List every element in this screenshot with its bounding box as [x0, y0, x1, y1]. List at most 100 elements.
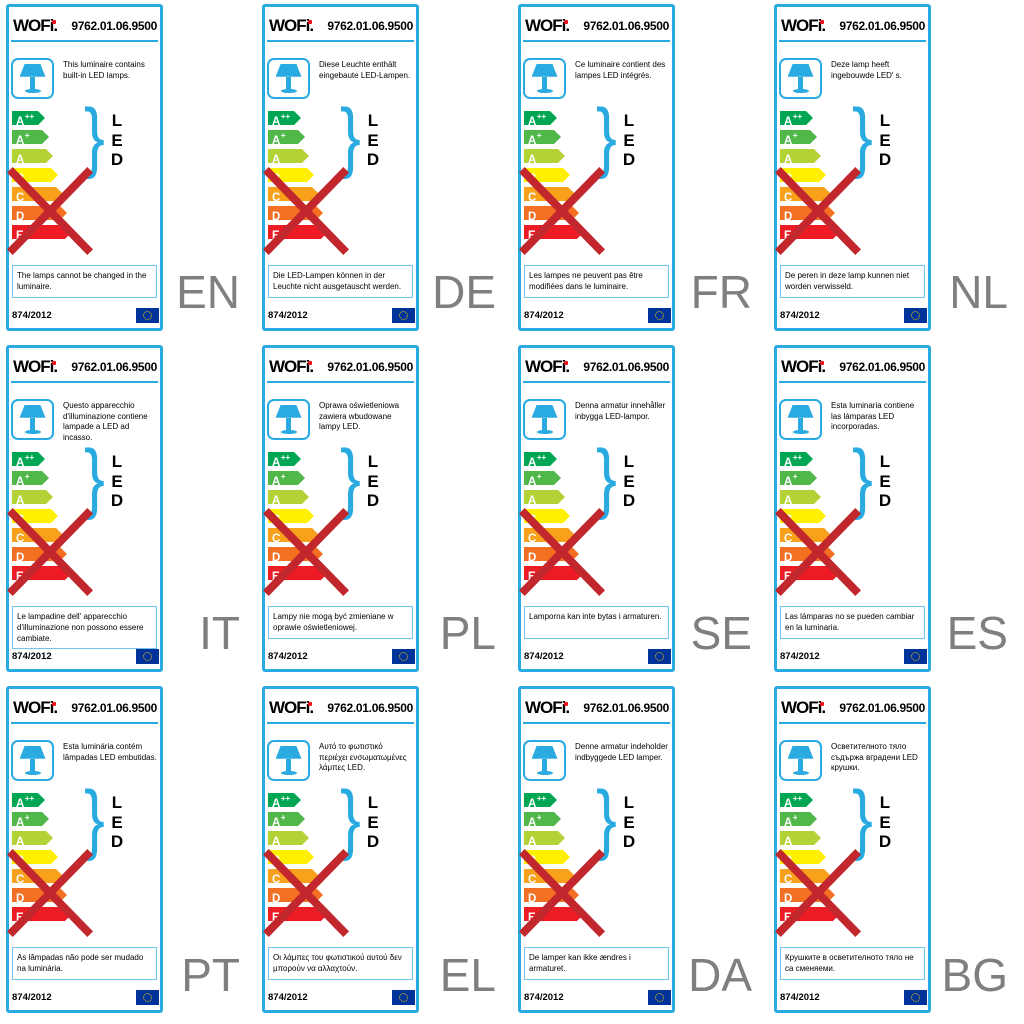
label-header: WOFi. 9762.01.06.9500 — [269, 355, 413, 379]
logo-red-dot-icon — [308, 360, 312, 365]
label-cell: WOFi. 9762.01.06.9500 Deze lamp heeft in… — [768, 0, 1024, 341]
arrow-label: C — [784, 873, 793, 886]
arrow-label: A — [784, 153, 793, 166]
arrow-label: A++ — [272, 453, 291, 469]
regulation-number: 874/2012 — [268, 651, 308, 662]
wofi-logo-text: WOFi. — [781, 698, 826, 717]
arrow-label: A++ — [272, 112, 291, 128]
energy-arrow-c: C — [524, 528, 575, 542]
model-number: 9762.01.06.9500 — [327, 360, 413, 374]
energy-class-arrows: A++ A+ A B C D E — [524, 111, 584, 244]
language-code: DE — [432, 266, 496, 318]
logo-red-dot-icon — [564, 701, 568, 706]
arrow-label: D — [16, 892, 25, 905]
header-divider — [523, 381, 670, 383]
eu-flag-icon — [392, 307, 415, 323]
led-brace-icon: } — [596, 774, 617, 862]
wofi-logo: WOFi. — [781, 16, 826, 36]
energy-arrow-e: E — [524, 566, 584, 580]
wofi-logo: WOFi. — [525, 357, 570, 377]
led-letter: E — [367, 812, 379, 832]
wofi-logo: WOFi. — [269, 357, 314, 377]
wofi-logo: WOFi. — [781, 357, 826, 377]
energy-label: WOFi. 9762.01.06.9500 Ce luminaire conti… — [518, 4, 675, 331]
led-letters: L E D — [108, 452, 126, 511]
energy-arrow-a-plus-plus: A++ — [780, 793, 813, 807]
eu-flag-icon — [904, 648, 927, 664]
arrow-label: B — [272, 513, 281, 526]
energy-arrow-a-plus: A+ — [780, 471, 817, 485]
led-letters: L E D — [876, 452, 894, 511]
energy-arrow-d: D — [268, 206, 323, 220]
lamp-icon-box — [11, 58, 54, 99]
wofi-logo: WOFi. — [13, 16, 58, 36]
lamp-icon-box — [779, 399, 822, 440]
arrow-label: B — [16, 513, 25, 526]
regulation-number: 874/2012 — [12, 310, 52, 321]
logo-red-dot-icon — [564, 360, 568, 365]
lamps-notice-text: De peren in deze lamp kunnen niet worden… — [785, 271, 910, 291]
energy-label: WOFi. 9762.01.06.9500 This luminaire con… — [6, 4, 163, 331]
eu-flag-icon — [904, 989, 927, 1005]
lamp-icon-stem — [30, 76, 35, 89]
lamp-icon — [531, 745, 558, 759]
wofi-logo-text: WOFi. — [13, 357, 58, 376]
arrow-label: D — [528, 892, 537, 905]
arrow-label: A++ — [16, 112, 35, 128]
led-letter: D — [366, 150, 380, 169]
energy-arrow-a-plus-plus: A++ — [524, 793, 557, 807]
energy-label: WOFi. 9762.01.06.9500 Oprawa oświetlenio… — [262, 345, 419, 672]
header-divider — [11, 381, 158, 383]
model-number: 9762.01.06.9500 — [71, 360, 157, 374]
energy-arrow-a-plus-plus: A++ — [12, 111, 45, 125]
language-code: EN — [176, 266, 240, 318]
eu-flag-icon — [392, 648, 415, 664]
lamp-icon-stem — [30, 758, 35, 771]
regulation-number: 874/2012 — [12, 992, 52, 1003]
arrow-label: D — [272, 551, 281, 564]
wofi-logo: WOFi. — [269, 698, 314, 718]
eu-flag-icon — [392, 989, 415, 1005]
led-brace-icon: } — [340, 433, 361, 521]
arrow-label: A+ — [528, 472, 542, 488]
arrow-label: B — [784, 513, 793, 526]
lamps-notice-box: Οι λάμπες του φωτιστικού αυτού δεν μπορο… — [268, 947, 413, 980]
energy-arrow-a: A — [524, 831, 565, 845]
header-divider — [779, 381, 926, 383]
label-header: WOFi. 9762.01.06.9500 — [525, 355, 669, 379]
lamp-icon-base — [280, 770, 297, 776]
lamp-icon-base — [24, 88, 41, 94]
energy-arrow-a-plus-plus: A++ — [524, 452, 557, 466]
luminaire-description: Esta luminaria contiene las lámparas LED… — [831, 401, 915, 431]
arrow-label: A+ — [16, 813, 30, 829]
lamp-icon-base — [280, 429, 297, 435]
led-letters: L E D — [876, 793, 894, 852]
energy-arrow-d: D — [12, 888, 67, 902]
led-letter: E — [111, 471, 123, 491]
energy-class-arrows: A++ A+ A B C D E — [12, 793, 72, 926]
lamp-icon-box — [267, 58, 310, 99]
led-brace-icon: } — [340, 92, 361, 180]
model-number: 9762.01.06.9500 — [71, 19, 157, 33]
lamp-icon — [19, 63, 46, 77]
language-code: IT — [199, 607, 240, 659]
regulation-number: 874/2012 — [12, 651, 52, 662]
lamp-icon-box — [523, 399, 566, 440]
led-letter: E — [111, 130, 123, 150]
arrow-label: C — [528, 873, 537, 886]
energy-label: WOFi. 9762.01.06.9500 Diese Leuchte enth… — [262, 4, 419, 331]
arrow-label: D — [528, 551, 537, 564]
energy-arrow-b: B — [12, 509, 58, 523]
lamps-notice-box: Die LED-Lampen können in der Leuchte nic… — [268, 265, 413, 298]
logo-red-dot-icon — [820, 701, 824, 706]
eu-flag-icon — [136, 307, 159, 323]
lamps-notice-box: The lamps cannot be changed in the lumin… — [12, 265, 157, 298]
arrow-label: C — [272, 191, 281, 204]
eu-flag-icon — [648, 648, 671, 664]
energy-arrow-a: A — [780, 490, 821, 504]
lamp-icon-stem — [542, 417, 547, 430]
arrow-label: B — [528, 854, 537, 867]
lamp-icon-base — [24, 429, 41, 435]
led-letter: E — [879, 812, 891, 832]
lamps-notice-text: Οι λάμπες του φωτιστικού αυτού δεν μπορο… — [273, 953, 402, 973]
